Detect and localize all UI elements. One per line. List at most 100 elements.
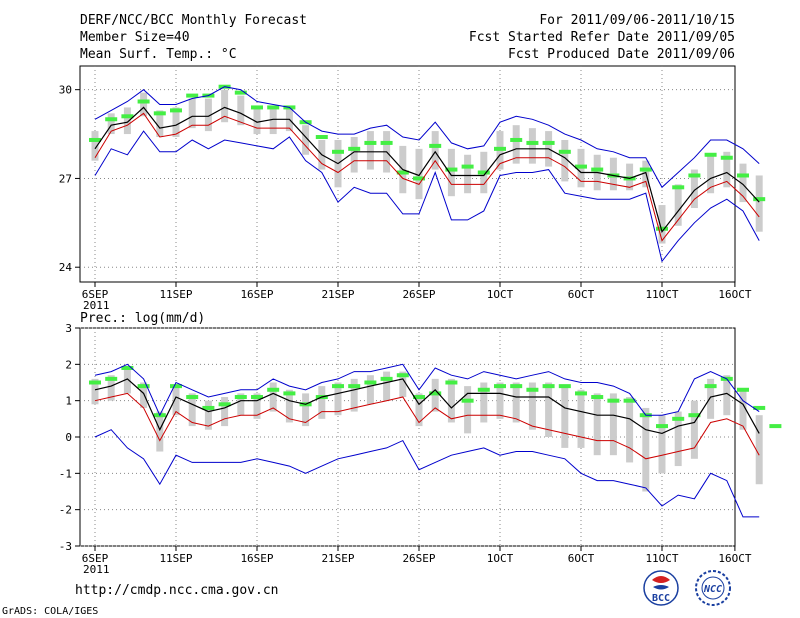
median-marker <box>234 90 247 95</box>
median-marker <box>380 140 393 145</box>
spread-box <box>204 98 212 132</box>
median-marker <box>656 424 668 429</box>
spread-box <box>188 98 196 129</box>
ensemble-min-line <box>94 130 760 263</box>
median-marker <box>510 137 523 142</box>
spread-box <box>658 205 666 244</box>
spread-box <box>415 148 423 200</box>
median-marker <box>105 117 118 122</box>
spread-box <box>91 131 99 161</box>
spread-box <box>302 393 310 427</box>
median-marker <box>477 170 490 175</box>
x-tick-label: 6OCT <box>568 552 595 565</box>
forecast-produced-date: Fcst Produced Date 2011/09/06 <box>508 47 735 62</box>
spread-box <box>383 371 391 401</box>
median-marker <box>137 99 150 104</box>
spread-box <box>545 382 553 437</box>
ncc-logo: NCC <box>695 570 731 606</box>
spread-box <box>755 175 763 232</box>
x-tick-label: 26SEP <box>402 552 435 565</box>
median-marker <box>688 173 701 178</box>
spread-box <box>318 386 326 419</box>
x-tick-year: 2011 <box>83 299 110 312</box>
x-tick-label: 6SEP <box>82 552 109 565</box>
median-marker <box>672 416 685 421</box>
x-tick-label: 16SEP <box>240 288 273 301</box>
forecast-start-date: Fcst Started Refer Date 2011/09/05 <box>469 30 735 45</box>
spread-box <box>512 125 520 164</box>
spread-box <box>350 137 358 173</box>
median-marker <box>656 226 668 231</box>
median-marker <box>558 384 571 389</box>
x-tick-label: 16OCT <box>718 288 751 301</box>
ensemble-mean-line <box>94 378 760 435</box>
y-tick-label: -3 <box>59 540 72 553</box>
spread-box <box>447 378 455 423</box>
median-marker <box>461 398 474 403</box>
spread-box <box>739 389 747 430</box>
spread-box <box>561 139 569 182</box>
spread-box <box>204 400 212 430</box>
median-marker <box>672 185 685 190</box>
median-marker <box>542 384 555 389</box>
median-marker <box>170 108 182 113</box>
spread-box <box>140 92 148 117</box>
y-tick-label: 27 <box>59 172 72 185</box>
spread-box <box>690 169 698 209</box>
chart-title: DERF/NCC/BCC Monthly Forecast <box>80 13 307 28</box>
spread-box <box>723 151 731 188</box>
spread-box <box>431 131 439 170</box>
median-marker <box>769 424 782 429</box>
spread-box <box>237 95 245 126</box>
median-marker <box>494 384 506 389</box>
median-marker <box>704 152 717 157</box>
spread-box <box>674 411 682 467</box>
spread-box <box>123 107 131 135</box>
spread-box <box>464 386 472 434</box>
median-marker <box>396 373 409 378</box>
median-marker <box>186 395 199 400</box>
x-tick-label: 16SEP <box>240 552 273 565</box>
spread-box <box>366 131 374 170</box>
median-marker <box>89 137 101 142</box>
source-url[interactable]: http://cmdp.ncc.cma.gov.cn <box>75 583 279 598</box>
median-marker <box>542 140 555 145</box>
spread-box <box>707 154 715 194</box>
median-marker <box>526 140 539 145</box>
control-run-line <box>94 392 760 460</box>
x-tick-label: 21SEP <box>321 552 354 565</box>
median-marker <box>461 164 474 169</box>
spread-box <box>302 125 310 155</box>
median-marker <box>737 173 749 178</box>
x-tick-label: 1OCT <box>487 552 514 565</box>
spread-box <box>528 128 536 164</box>
median-marker <box>121 114 134 119</box>
spread-box <box>123 367 131 394</box>
median-marker <box>202 405 215 410</box>
ncc-logo-label: NCC <box>703 584 722 595</box>
median-marker <box>429 143 442 148</box>
median-marker <box>234 395 247 400</box>
spread-box <box>447 148 455 197</box>
x-tick-label: 11SEP <box>159 552 192 565</box>
median-marker <box>121 365 134 370</box>
median-marker <box>364 140 377 145</box>
median-marker <box>348 384 361 389</box>
x-tick-label: 11SEP <box>159 288 192 301</box>
spread-box <box>156 411 164 452</box>
median-marker <box>380 376 393 381</box>
spread-box <box>480 382 488 423</box>
median-marker <box>186 93 199 98</box>
spread-box <box>577 389 585 448</box>
median-marker <box>332 384 344 389</box>
y-tick-label: 24 <box>59 261 73 274</box>
median-marker <box>688 413 701 418</box>
median-marker <box>445 167 458 172</box>
variable-label-precip: Prec.: log(mm/d) <box>80 311 205 326</box>
spread-box <box>172 107 180 138</box>
spread-box <box>156 110 164 138</box>
x-tick-label: 11OCT <box>645 288 678 301</box>
spread-box <box>140 382 148 408</box>
median-marker <box>510 384 523 389</box>
